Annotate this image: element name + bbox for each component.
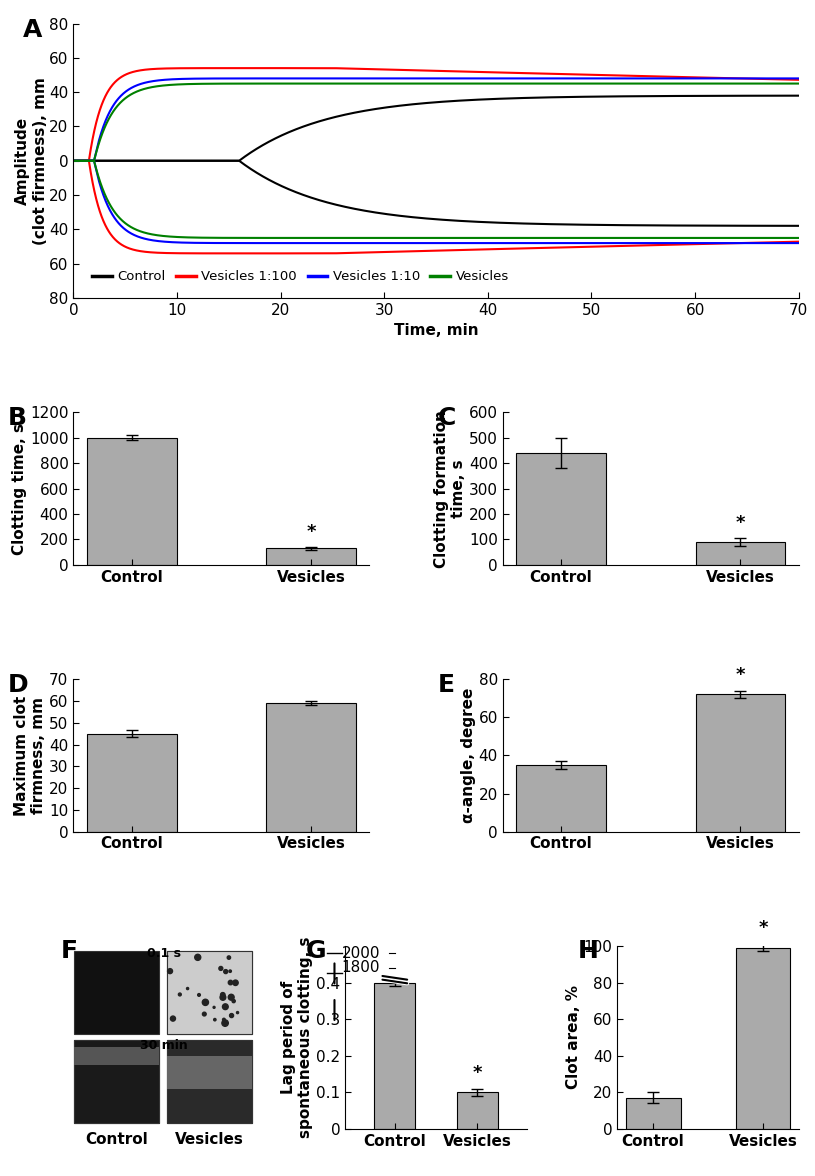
- Bar: [74, 1041, 160, 1123]
- Text: F: F: [60, 938, 77, 963]
- Circle shape: [236, 1011, 239, 1014]
- Y-axis label: Lag period of
spontaneous clotting, s: Lag period of spontaneous clotting, s: [281, 937, 314, 1138]
- Bar: [626, 1098, 681, 1129]
- Text: C: C: [438, 406, 456, 430]
- Bar: [735, 948, 791, 1129]
- Bar: [74, 951, 160, 1034]
- Text: 30 min: 30 min: [140, 1040, 188, 1053]
- Text: E: E: [438, 673, 455, 697]
- Bar: [516, 453, 606, 564]
- Circle shape: [221, 993, 225, 997]
- Bar: [695, 694, 785, 831]
- Circle shape: [222, 1018, 225, 1021]
- Text: *: *: [473, 1064, 482, 1082]
- Y-axis label: Clotting formation
time, s: Clotting formation time, s: [434, 409, 466, 568]
- Bar: [167, 1041, 252, 1123]
- Text: 1800: 1800: [341, 961, 380, 975]
- Circle shape: [222, 1004, 228, 1010]
- Circle shape: [198, 994, 200, 996]
- Y-axis label: Clotting time, s: Clotting time, s: [12, 422, 27, 555]
- Bar: [456, 1093, 498, 1129]
- Circle shape: [187, 988, 188, 990]
- Bar: [74, 1047, 160, 1065]
- Bar: [167, 1056, 252, 1089]
- Circle shape: [170, 1016, 175, 1021]
- Bar: [74, 1041, 160, 1123]
- Bar: [695, 542, 785, 564]
- Bar: [87, 437, 177, 564]
- Text: D: D: [8, 673, 29, 697]
- Circle shape: [227, 956, 231, 960]
- Bar: [167, 951, 252, 1034]
- Circle shape: [168, 969, 173, 974]
- Circle shape: [228, 981, 233, 984]
- Legend: Control, Vesicles 1:100, Vesicles 1:10, Vesicles: Control, Vesicles 1:100, Vesicles 1:10, …: [87, 265, 514, 288]
- Y-axis label: α-angle, degree: α-angle, degree: [460, 688, 476, 823]
- Text: *: *: [758, 918, 768, 937]
- Bar: [167, 951, 252, 1034]
- Bar: [167, 1041, 252, 1123]
- Y-axis label: Amplitude
(clot firmness), mm: Amplitude (clot firmness), mm: [15, 76, 48, 245]
- Circle shape: [219, 967, 222, 970]
- X-axis label: Time, min: Time, min: [394, 323, 478, 339]
- Bar: [87, 734, 177, 831]
- Bar: [267, 703, 356, 831]
- Circle shape: [232, 1000, 236, 1003]
- Circle shape: [228, 994, 234, 1001]
- Bar: [516, 764, 606, 831]
- Text: 0.1 s: 0.1 s: [147, 947, 181, 960]
- Text: A: A: [23, 18, 42, 42]
- Text: G: G: [306, 938, 326, 963]
- Circle shape: [202, 1000, 209, 1005]
- Circle shape: [214, 1018, 216, 1021]
- Text: Control: Control: [86, 1131, 148, 1147]
- Circle shape: [202, 1013, 206, 1016]
- Text: *: *: [736, 667, 745, 684]
- Text: 2000: 2000: [341, 946, 380, 961]
- Text: *: *: [736, 514, 745, 532]
- Circle shape: [222, 1020, 228, 1027]
- Circle shape: [233, 980, 238, 985]
- Y-axis label: Maximum clot
firmness, mm: Maximum clot firmness, mm: [14, 695, 46, 815]
- Circle shape: [229, 970, 231, 973]
- Text: B: B: [8, 406, 27, 430]
- Y-axis label: Clot area, %: Clot area, %: [566, 985, 581, 1089]
- Circle shape: [224, 969, 227, 974]
- Bar: [267, 548, 356, 564]
- Text: Vesicles: Vesicles: [175, 1131, 244, 1147]
- Bar: [374, 983, 416, 1129]
- Circle shape: [213, 1007, 215, 1008]
- Circle shape: [178, 993, 181, 996]
- Text: *: *: [306, 523, 316, 541]
- Text: H: H: [578, 938, 598, 963]
- Circle shape: [220, 995, 226, 1001]
- Circle shape: [230, 1014, 234, 1017]
- Circle shape: [195, 954, 200, 961]
